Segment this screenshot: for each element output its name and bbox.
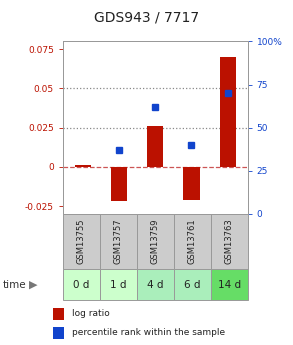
Text: 0 d: 0 d bbox=[73, 280, 90, 289]
Bar bbox=[137, 214, 174, 269]
Text: GDS943 / 7717: GDS943 / 7717 bbox=[94, 10, 199, 24]
Bar bbox=[174, 269, 211, 300]
Bar bbox=[100, 214, 137, 269]
Text: ▶: ▶ bbox=[29, 280, 38, 289]
Bar bbox=[183, 167, 200, 200]
Text: GSM13763: GSM13763 bbox=[225, 219, 234, 264]
Text: percentile rank within the sample: percentile rank within the sample bbox=[72, 328, 225, 337]
Text: GSM13761: GSM13761 bbox=[188, 219, 197, 264]
Bar bbox=[75, 165, 91, 167]
Text: log ratio: log ratio bbox=[72, 309, 110, 318]
Text: time: time bbox=[3, 280, 27, 289]
Text: GSM13759: GSM13759 bbox=[151, 219, 160, 264]
Bar bbox=[211, 269, 248, 300]
Bar bbox=[174, 214, 211, 269]
Bar bbox=[111, 167, 127, 201]
Bar bbox=[147, 126, 163, 167]
Bar bbox=[211, 214, 248, 269]
Text: GSM13757: GSM13757 bbox=[114, 219, 123, 264]
Text: 6 d: 6 d bbox=[184, 280, 200, 289]
Bar bbox=[219, 57, 236, 167]
Text: 14 d: 14 d bbox=[218, 280, 241, 289]
Text: 4 d: 4 d bbox=[147, 280, 163, 289]
Bar bbox=[137, 269, 174, 300]
Bar bbox=[63, 269, 100, 300]
Bar bbox=[100, 269, 137, 300]
Bar bbox=[63, 214, 100, 269]
Text: 1 d: 1 d bbox=[110, 280, 127, 289]
Text: GSM13755: GSM13755 bbox=[77, 219, 86, 264]
